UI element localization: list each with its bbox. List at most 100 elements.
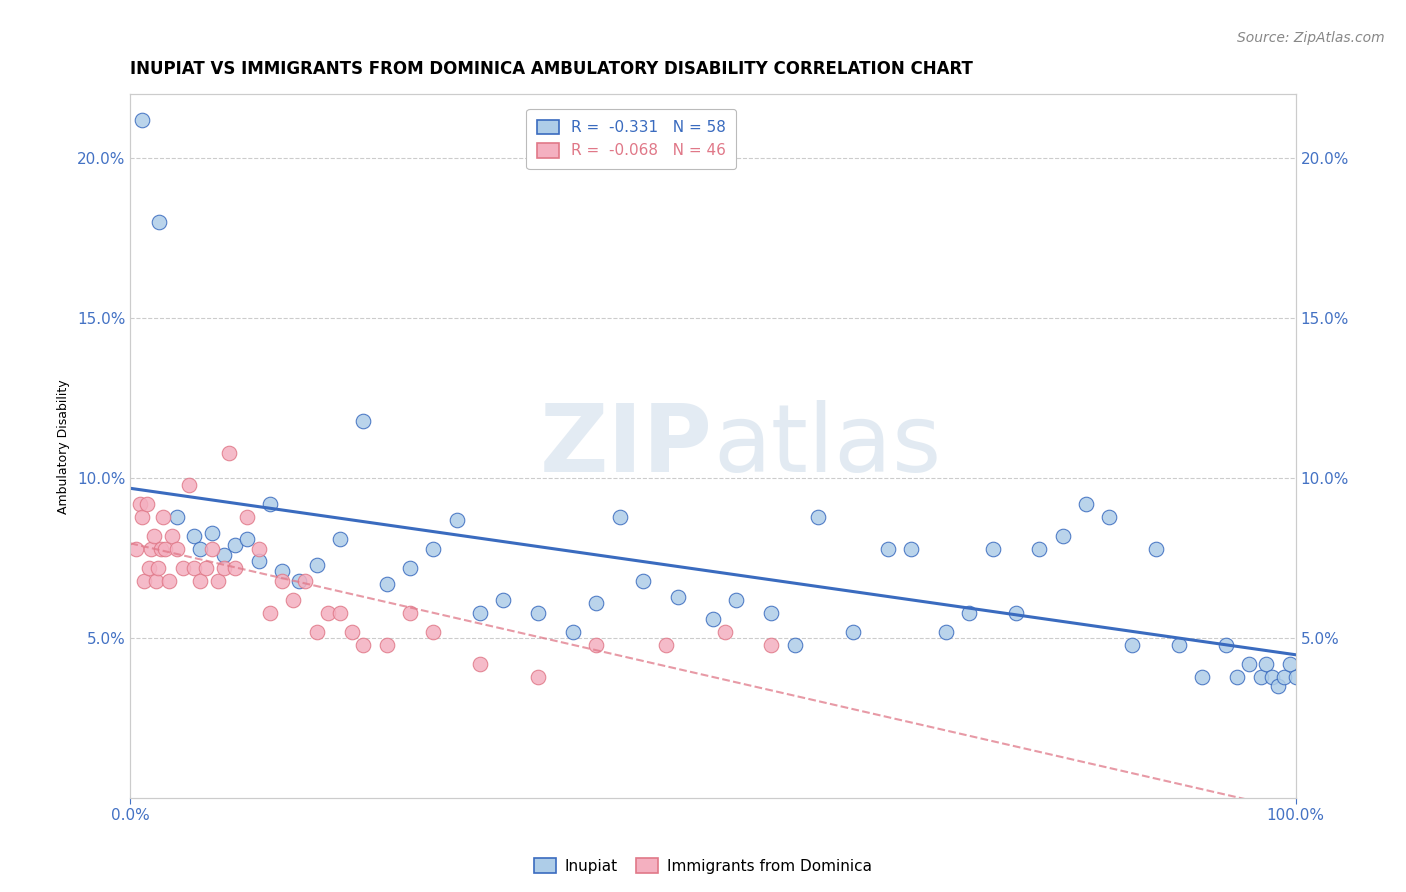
- Point: [527, 606, 550, 620]
- Point: [1028, 541, 1050, 556]
- Point: [713, 624, 735, 639]
- Point: [807, 509, 830, 524]
- Point: [259, 606, 281, 620]
- Point: [352, 414, 374, 428]
- Point: [207, 574, 229, 588]
- Point: [318, 606, 340, 620]
- Point: [399, 561, 422, 575]
- Y-axis label: Ambulatory Disability: Ambulatory Disability: [58, 379, 70, 514]
- Point: [188, 574, 211, 588]
- Point: [1237, 657, 1260, 671]
- Point: [1005, 606, 1028, 620]
- Point: [138, 561, 160, 575]
- Point: [562, 624, 585, 639]
- Point: [195, 561, 218, 575]
- Point: [288, 574, 311, 588]
- Point: [761, 606, 783, 620]
- Point: [1256, 657, 1278, 671]
- Point: [1250, 669, 1272, 683]
- Point: [270, 574, 292, 588]
- Point: [1215, 638, 1237, 652]
- Point: [725, 592, 748, 607]
- Text: ZIP: ZIP: [540, 401, 713, 492]
- Legend: R =  -0.331   N = 58, R =  -0.068   N = 46: R = -0.331 N = 58, R = -0.068 N = 46: [526, 109, 737, 169]
- Point: [305, 558, 328, 572]
- Point: [283, 592, 305, 607]
- Point: [842, 624, 865, 639]
- Point: [1052, 529, 1074, 543]
- Point: [162, 529, 184, 543]
- Point: [1261, 669, 1284, 683]
- Point: [527, 669, 550, 683]
- Point: [876, 541, 898, 556]
- Point: [761, 638, 783, 652]
- Point: [900, 541, 922, 556]
- Point: [224, 538, 246, 552]
- Point: [609, 509, 631, 524]
- Point: [152, 509, 174, 524]
- Legend: Inupiat, Immigrants from Dominica: Inupiat, Immigrants from Dominica: [529, 852, 877, 880]
- Point: [631, 574, 654, 588]
- Text: INUPIAT VS IMMIGRANTS FROM DOMINICA AMBULATORY DISABILITY CORRELATION CHART: INUPIAT VS IMMIGRANTS FROM DOMINICA AMBU…: [131, 60, 973, 78]
- Point: [177, 477, 200, 491]
- Point: [935, 624, 957, 639]
- Point: [981, 541, 1004, 556]
- Point: [399, 606, 422, 620]
- Point: [155, 541, 177, 556]
- Point: [149, 541, 172, 556]
- Point: [125, 541, 148, 556]
- Point: [375, 576, 398, 591]
- Point: [329, 606, 352, 620]
- Point: [166, 541, 188, 556]
- Point: [957, 606, 980, 620]
- Point: [666, 590, 689, 604]
- Point: [131, 113, 153, 128]
- Point: [131, 509, 153, 524]
- Point: [188, 541, 211, 556]
- Point: [148, 561, 170, 575]
- Point: [134, 574, 156, 588]
- Point: [247, 554, 270, 568]
- Point: [259, 497, 281, 511]
- Point: [585, 638, 607, 652]
- Point: [1144, 541, 1167, 556]
- Point: [236, 532, 259, 546]
- Point: [422, 624, 444, 639]
- Point: [128, 497, 150, 511]
- Point: [1074, 497, 1097, 511]
- Point: [352, 638, 374, 652]
- Point: [142, 529, 165, 543]
- Point: [1121, 638, 1143, 652]
- Text: atlas: atlas: [713, 401, 941, 492]
- Point: [468, 657, 491, 671]
- Point: [141, 541, 163, 556]
- Point: [224, 561, 246, 575]
- Point: [1284, 669, 1306, 683]
- Point: [247, 541, 270, 556]
- Point: [340, 624, 363, 639]
- Point: [294, 574, 316, 588]
- Point: [783, 638, 806, 652]
- Point: [172, 561, 194, 575]
- Point: [655, 638, 678, 652]
- Point: [305, 624, 328, 639]
- Point: [166, 509, 188, 524]
- Point: [1226, 669, 1249, 683]
- Point: [422, 541, 444, 556]
- Point: [702, 612, 724, 626]
- Point: [236, 509, 259, 524]
- Point: [212, 561, 235, 575]
- Point: [1191, 669, 1213, 683]
- Point: [183, 529, 205, 543]
- Point: [201, 525, 224, 540]
- Point: [1098, 509, 1121, 524]
- Point: [270, 564, 292, 578]
- Point: [1278, 657, 1301, 671]
- Point: [468, 606, 491, 620]
- Point: [1168, 638, 1191, 652]
- Text: Source: ZipAtlas.com: Source: ZipAtlas.com: [1237, 31, 1385, 45]
- Point: [1272, 669, 1295, 683]
- Point: [135, 497, 157, 511]
- Point: [329, 532, 352, 546]
- Point: [157, 574, 180, 588]
